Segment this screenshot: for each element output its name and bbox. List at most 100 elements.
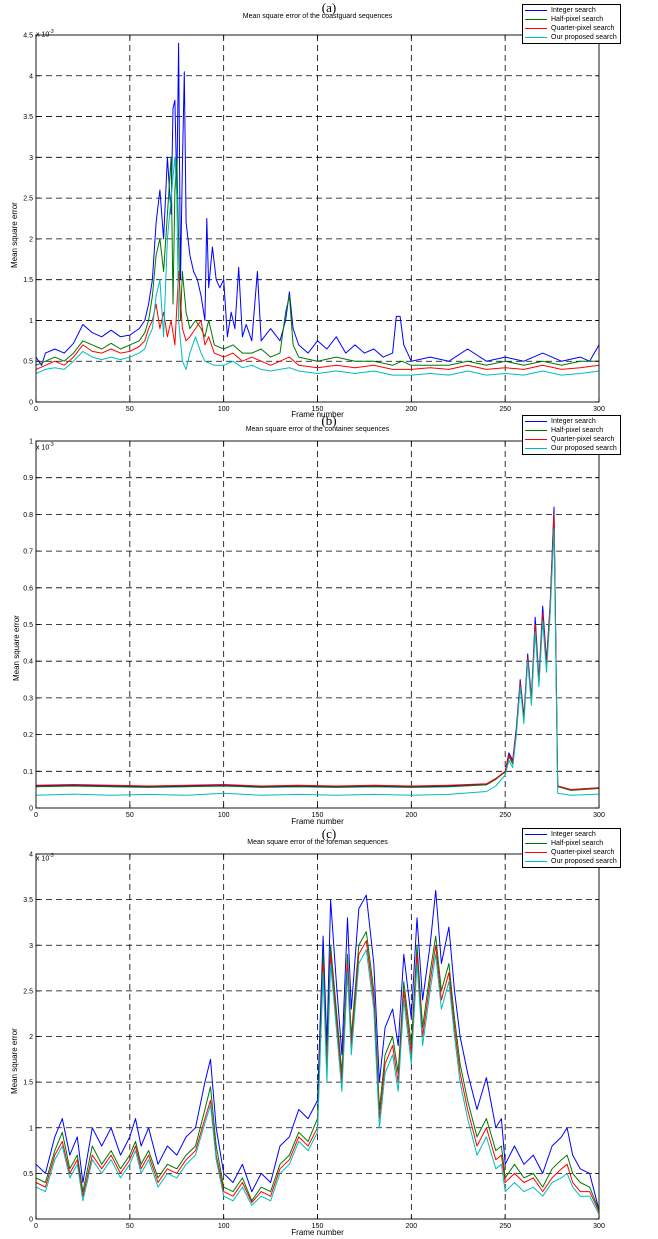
legend-swatch (525, 430, 547, 431)
x-tick-label: 200 (405, 406, 417, 413)
x-tick-label: 50 (126, 1223, 134, 1230)
x-tick-label: 100 (218, 406, 230, 413)
y-tick-label: 0.5 (23, 1171, 33, 1178)
chart-panel-c: (c) Mean square error of the foreman seq… (0, 826, 658, 1239)
x-tick-label: 0 (34, 1223, 38, 1230)
y-multiplier-exp: -3 (49, 853, 54, 859)
y-tick-label: 0.1 (23, 769, 33, 776)
series-line-quarter (35, 940, 600, 1212)
y-multiplier-base: x 10 (36, 31, 50, 39)
legend-swatch (525, 843, 547, 844)
legend-entry: Integer search (525, 6, 617, 15)
legend-entry: Our proposed search (525, 33, 617, 42)
x-tick-label: 150 (312, 812, 324, 819)
y-multiplier-exp: -3 (49, 29, 54, 35)
chart-title: Mean square error of the foreman sequenc… (247, 839, 388, 846)
series-line-proposed (35, 949, 600, 1215)
panel-label: (a) (321, 0, 337, 15)
y-multiplier: x 10-3 (36, 29, 54, 38)
y-multiplier-exp: -3 (49, 442, 54, 448)
legend-swatch (525, 861, 547, 862)
legend-entry: Our proposed search (525, 444, 617, 453)
legend-swatch (525, 834, 547, 835)
legend-swatch (525, 448, 547, 449)
legend-swatch (525, 421, 547, 422)
x-tick-label: 150 (312, 1223, 324, 1230)
y-tick-label: 2.5 (23, 196, 33, 203)
chart-svg: 0 50 100 150 200 250 300 0 0.5 1 1.5 2 2.5 3 3.5 4 4.5 (23, 33, 605, 414)
y-tick-label: 0.5 (23, 359, 33, 366)
y-tick-label: 0.3 (23, 695, 33, 702)
y-axis-label: Mean square error (10, 1028, 19, 1094)
y-tick-label: 2 (29, 236, 33, 243)
y-tick-label: 1 (29, 1125, 33, 1132)
legend-label: Our proposed search (551, 34, 617, 41)
legend-label: Integer search (551, 831, 596, 838)
chart-panel-b: (b) Mean square error of the container s… (0, 413, 658, 826)
y-tick-label: 1.5 (23, 277, 33, 284)
legend-label: Quarter-pixel search (551, 849, 615, 856)
y-tick-label: 0.9 (23, 475, 33, 482)
y-tick-label: 0.4 (23, 659, 33, 666)
chart-title: Mean square error of the container seque… (245, 426, 390, 433)
y-axis-label: Mean square error (12, 615, 21, 681)
series-line-half (35, 931, 600, 1211)
legend-swatch (525, 852, 547, 853)
y-tick-label: 0.7 (23, 549, 33, 556)
x-tick-label: 300 (593, 1223, 605, 1230)
series-line-proposed (35, 156, 600, 376)
y-tick-label: 0 (29, 1217, 33, 1224)
x-tick-label: 250 (499, 1223, 511, 1230)
legend-entry: Quarter-pixel search (525, 848, 617, 857)
legend-entry: Integer search (525, 830, 617, 839)
y-tick-label: 0 (29, 806, 33, 813)
legend-swatch (525, 19, 547, 20)
x-tick-label: 0 (34, 812, 38, 819)
x-tick-label: 300 (593, 406, 605, 413)
legend-entry: Our proposed search (525, 857, 617, 866)
x-tick-label: 100 (218, 1223, 230, 1230)
x-tick-label: 250 (499, 812, 511, 819)
y-tick-label: 2.5 (23, 988, 33, 995)
y-tick-label: 3 (29, 155, 33, 162)
legend-label: Our proposed search (551, 858, 617, 865)
legend-entry: Half-pixel search (525, 426, 617, 435)
y-tick-label: 0.5 (23, 622, 33, 629)
legend-swatch (525, 10, 547, 11)
legend-entry: Integer search (525, 417, 617, 426)
legend-swatch (525, 37, 547, 38)
x-tick-label: 250 (499, 406, 511, 413)
y-axis-label: Mean square error (10, 202, 19, 268)
y-multiplier: x 10-3 (36, 853, 54, 862)
x-tick-label: 0 (34, 406, 38, 413)
y-tick-label: 0.6 (23, 585, 33, 592)
x-tick-label: 200 (405, 812, 417, 819)
y-multiplier-base: x 10 (36, 444, 50, 452)
y-tick-label: 1.5 (23, 1080, 33, 1087)
legend-entry: Half-pixel search (525, 15, 617, 24)
y-tick-label: 3 (29, 943, 33, 950)
legend-entry: Quarter-pixel search (525, 435, 617, 444)
series-line-half (35, 156, 599, 366)
legend-entry: Half-pixel search (525, 839, 617, 848)
y-multiplier: x 10-3 (36, 442, 54, 451)
chart-svg: 0 50 100 150 200 250 300 0 0.5 1 1.5 2 2.5 3 3.5 4 (23, 852, 605, 1231)
x-axis-label: Frame number (291, 410, 344, 419)
legend-label: Integer search (551, 7, 596, 14)
y-tick-label: 0 (29, 400, 33, 407)
y-tick-label: 1 (29, 439, 33, 446)
legend-entry: Quarter-pixel search (525, 24, 617, 33)
x-axis-label: Frame number (291, 817, 344, 826)
legend-swatch (525, 439, 547, 440)
x-tick-label: 200 (405, 1223, 417, 1230)
x-tick-label: 50 (126, 406, 134, 413)
y-tick-label: 4 (29, 73, 33, 80)
series-line-quarter (35, 271, 600, 370)
y-tick-label: 2 (29, 1034, 33, 1041)
series-line-integer (35, 890, 600, 1211)
chart-title: Mean square error of the coastguard sequ… (242, 13, 393, 20)
y-tick-label: 4 (29, 852, 33, 859)
x-tick-label: 300 (593, 812, 605, 819)
legend: Integer search Half-pixel search Quarter-p… (522, 415, 621, 455)
x-tick-label: 150 (312, 406, 324, 413)
